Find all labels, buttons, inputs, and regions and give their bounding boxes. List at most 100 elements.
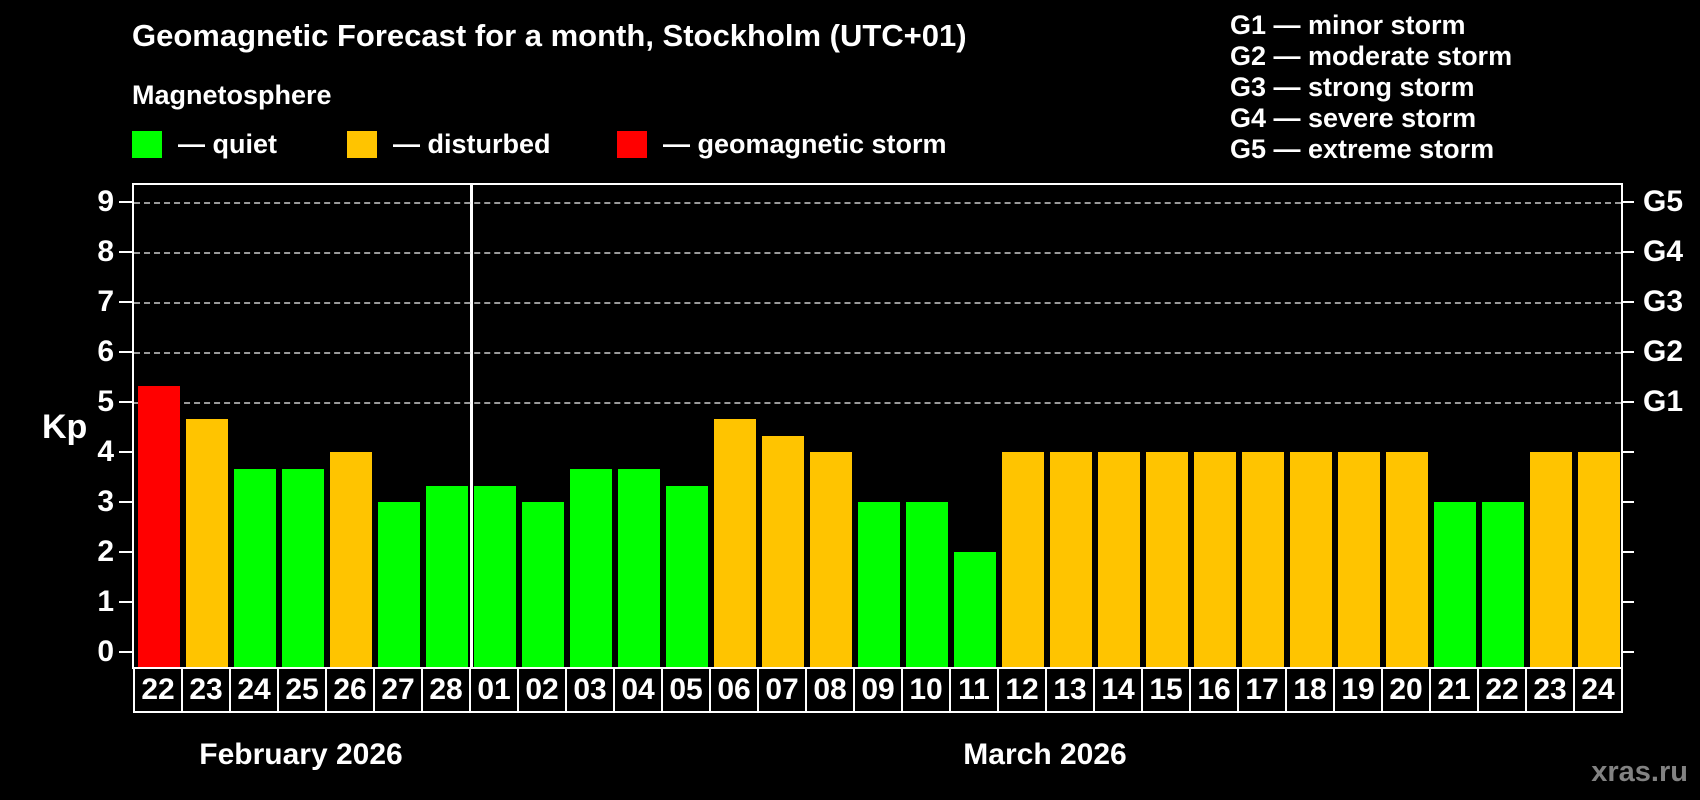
day-label-box: 22 <box>1477 667 1527 713</box>
y-tick-label: 5 <box>97 385 114 418</box>
day-label-box: 18 <box>1285 667 1335 713</box>
kp-bar <box>1578 452 1620 667</box>
kp-bar <box>810 452 852 667</box>
y-tick-label: 7 <box>97 285 114 318</box>
y-tick-label: 0 <box>97 635 114 668</box>
g-scale-legend-line: G5 — extreme storm <box>1230 134 1495 164</box>
y-tick-left <box>119 201 132 203</box>
y-tick-right <box>1621 351 1634 353</box>
y-tick-left <box>119 301 132 303</box>
y-tick-left <box>119 551 132 553</box>
y-tick-right <box>1621 651 1634 653</box>
legend-item-storm: — geomagnetic storm <box>617 129 947 159</box>
kp-bar <box>1530 452 1572 667</box>
g-level-label: G2 <box>1643 335 1684 368</box>
gridline-kp-5 <box>134 402 1621 404</box>
kp-bar <box>282 468 324 667</box>
month-label: February 2026 <box>199 738 403 771</box>
storm-color-swatch <box>617 130 647 158</box>
y-tick-left <box>119 451 132 453</box>
kp-bar <box>234 468 276 667</box>
day-label-box: 26 <box>325 667 375 713</box>
day-label-box: 22 <box>133 667 183 713</box>
day-label-box: 02 <box>517 667 567 713</box>
gridline-kp-9 <box>134 202 1621 204</box>
g-level-label: G3 <box>1643 285 1684 318</box>
g-scale-legend-line: G2 — moderate storm <box>1230 41 1513 71</box>
plot-area <box>132 183 1623 669</box>
y-tick-right <box>1621 451 1634 453</box>
day-label-box: 01 <box>469 667 519 713</box>
kp-bar <box>1098 452 1140 667</box>
legend-item-label: — disturbed <box>393 128 551 159</box>
y-tick-label: 6 <box>97 335 114 368</box>
y-tick-label: 9 <box>97 185 114 218</box>
day-label-box: 17 <box>1237 667 1287 713</box>
watermark: xras.ru <box>1591 756 1688 788</box>
kp-bar <box>1290 452 1332 667</box>
day-label-box: 10 <box>901 667 951 713</box>
kp-bar <box>330 452 372 667</box>
day-label-box: 23 <box>1525 667 1575 713</box>
month-label: March 2026 <box>963 738 1127 771</box>
kp-bar <box>618 468 660 667</box>
y-tick-right <box>1621 201 1634 203</box>
y-tick-left <box>119 251 132 253</box>
y-tick-label: 3 <box>97 485 114 518</box>
legend-item-label: — geomagnetic storm <box>663 128 947 159</box>
day-label-box: 07 <box>757 667 807 713</box>
y-tick-right <box>1621 501 1634 503</box>
day-label-box: 08 <box>805 667 855 713</box>
month-divider-line <box>470 185 473 667</box>
disturbed-color-swatch <box>347 130 377 158</box>
y-tick-label: 1 <box>97 585 114 618</box>
y-tick-right <box>1621 551 1634 553</box>
kp-bar <box>522 502 564 667</box>
g-level-label: G5 <box>1643 185 1684 218</box>
kp-bar <box>138 385 180 667</box>
kp-bar <box>1050 452 1092 667</box>
y-tick-left <box>119 651 132 653</box>
day-label-box: 23 <box>181 667 231 713</box>
legend-item-label: — quiet <box>178 128 277 159</box>
kp-bar <box>1434 502 1476 667</box>
y-tick-right <box>1621 251 1634 253</box>
day-label-box: 04 <box>613 667 663 713</box>
y-tick-left <box>119 501 132 503</box>
day-label-box: 21 <box>1429 667 1479 713</box>
kp-bar <box>666 485 708 667</box>
kp-bar <box>1482 502 1524 667</box>
kp-bar <box>954 552 996 667</box>
day-label-box: 03 <box>565 667 615 713</box>
y-tick-label: 4 <box>97 435 114 468</box>
magnetosphere-legend-title: Magnetosphere <box>132 80 332 110</box>
gridline-kp-7 <box>134 302 1621 304</box>
g-level-label: G1 <box>1643 385 1684 418</box>
day-label-box: 15 <box>1141 667 1191 713</box>
y-tick-right <box>1621 301 1634 303</box>
kp-bar <box>474 485 516 667</box>
day-label-box: 05 <box>661 667 711 713</box>
day-label-box: 16 <box>1189 667 1239 713</box>
y-tick-label: 8 <box>97 235 114 268</box>
kp-bar <box>906 502 948 667</box>
day-label-box: 09 <box>853 667 903 713</box>
kp-bar <box>1194 452 1236 667</box>
day-label-box: 11 <box>949 667 999 713</box>
day-label-box: 13 <box>1045 667 1095 713</box>
kp-bar <box>714 418 756 667</box>
day-label-box: 14 <box>1093 667 1143 713</box>
g-scale-legend-line: G1 — minor storm <box>1230 10 1466 40</box>
kp-bar <box>1146 452 1188 667</box>
g-scale-legend: G1 — minor storm G2 — moderate storm G3 … <box>1230 10 1512 165</box>
kp-bar <box>1386 452 1428 667</box>
kp-bar <box>858 502 900 667</box>
day-label-box: 19 <box>1333 667 1383 713</box>
legend-item-quiet: — quiet <box>132 129 277 159</box>
day-label-box: 06 <box>709 667 759 713</box>
kp-bar <box>378 502 420 667</box>
gridline-kp-8 <box>134 252 1621 254</box>
day-label-box: 25 <box>277 667 327 713</box>
kp-bar <box>762 435 804 667</box>
